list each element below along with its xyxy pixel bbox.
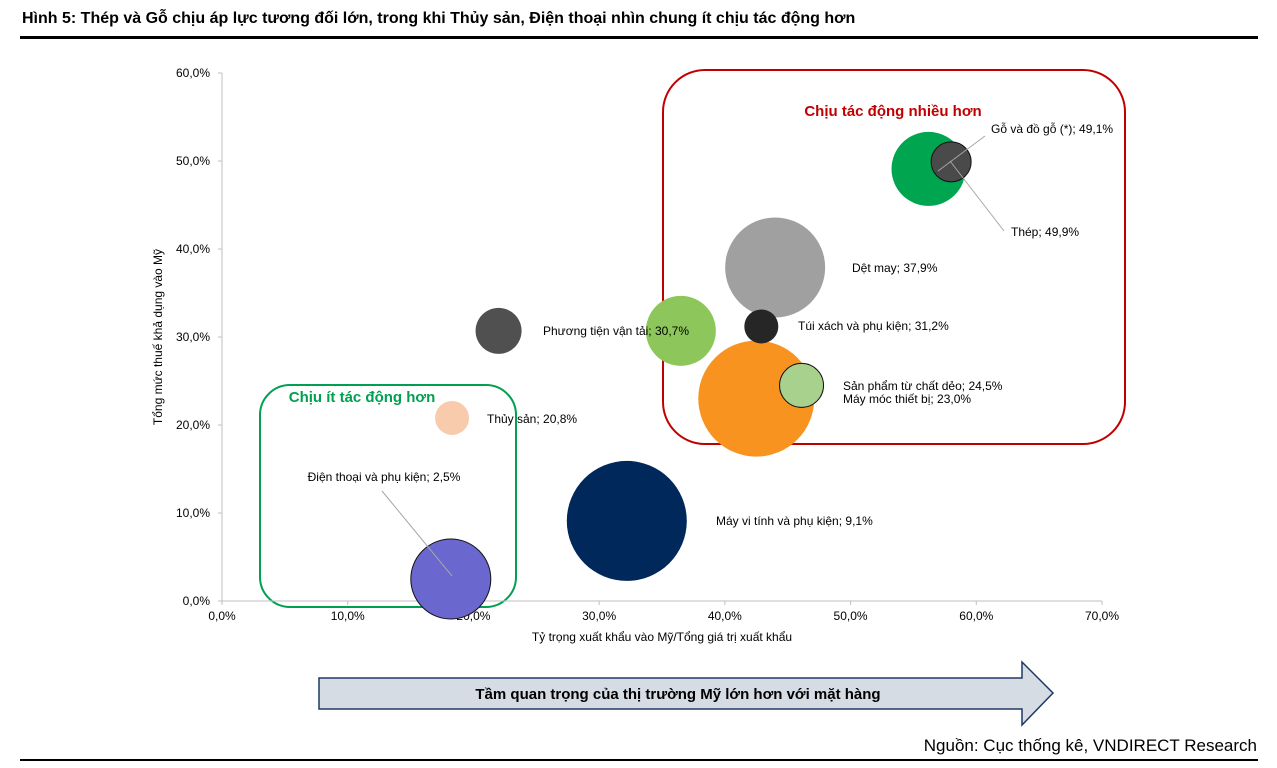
data-label: Túi xách và phụ kiện; 31,2% [798,319,949,333]
bubble [744,309,779,344]
x-tick-label: 30,0% [582,609,616,623]
x-tick-label: 40,0% [708,609,742,623]
bubble [698,340,815,457]
bottom-rule [20,759,1258,761]
steel-callout-line [949,160,1005,232]
y-tick-label: 20,0% [176,418,210,432]
y-tick-label: 50,0% [176,154,210,168]
arrow-layer: Tầm quan trọng của thị trường Mỹ lớn hơn… [318,660,1055,727]
bubble [645,295,716,366]
y-tick-label: 0,0% [183,594,211,608]
x-tick-label: 60,0% [959,609,993,623]
labels-layer: Máy móc thiết bị; 23,0% Dệt may; 37,9% Máy… [308,121,1114,528]
data-label: Gỗ và đồ gỗ (*); 49,1% [991,121,1113,136]
x-axis-label: Tỷ trọng xuất khẩu vào Mỹ/Tổng giá trị x… [532,630,792,644]
bubble [475,307,522,354]
x-tick-label: 70,0% [1085,609,1119,623]
importance-arrow [318,660,1055,727]
x-tick-label: 0,0% [208,609,236,623]
data-label: Điện thoại và phụ kiện; 2,5% [308,470,461,484]
data-label: Dệt may; 37,9% [852,261,938,275]
bubble [566,460,687,581]
x-tick-label: 10,0% [331,609,365,623]
data-label: Phương tiện vận tải; 30,7% [543,324,689,338]
callouts-layer [381,135,1005,577]
phone-callout-line [381,490,453,577]
figure-title: Hình 5: Thép và Gỗ chịu áp lực tương đối… [22,10,856,27]
data-label: Máy móc thiết bị; 23,0% [843,392,971,406]
data-label: Máy vi tính và phụ kiện; 9,1% [716,514,873,528]
y-tick-label: 10,0% [176,506,210,520]
y-tick-label: 40,0% [176,242,210,256]
bubble [410,538,492,620]
low-impact-label: Chịu ít tác động hơn [289,389,435,406]
y-tick-label: 30,0% [176,330,210,344]
x-tick-label: 50,0% [834,609,868,623]
title-rule [20,36,1258,39]
high-impact-label: Chịu tác động nhiều hơn [804,103,981,120]
data-label: Thủy sản; 20,8% [487,412,577,426]
bubble [779,362,825,408]
bubbles-layer [410,131,972,620]
y-axis-label: Tổng mức thuế khả dụng vào Mỹ [151,249,165,425]
low-impact-box [259,384,517,608]
y-tick-label: 60,0% [176,66,210,80]
high-impact-box [662,69,1126,445]
axes-layer: 0,0% 10,0% 20,0% 30,0% 40,0% 50,0% 60,0% 70,0% 0… [151,66,1119,644]
bubble [435,400,470,435]
bubble [725,217,826,318]
data-label: Sản phẩm từ chất dẻo; 24,5% [843,379,1003,393]
boxes-layer: Chịu tác động nhiều hơn Chịu ít tác động… [259,69,1126,608]
source-note: Nguồn: Cục thống kê, VNDIRECT Research [923,736,1257,755]
data-label: Thép; 49,9% [1011,225,1079,239]
arrow-label: Tầm quan trọng của thị trường Mỹ lớn hơn… [475,686,880,703]
wood-callout-line [937,135,986,172]
